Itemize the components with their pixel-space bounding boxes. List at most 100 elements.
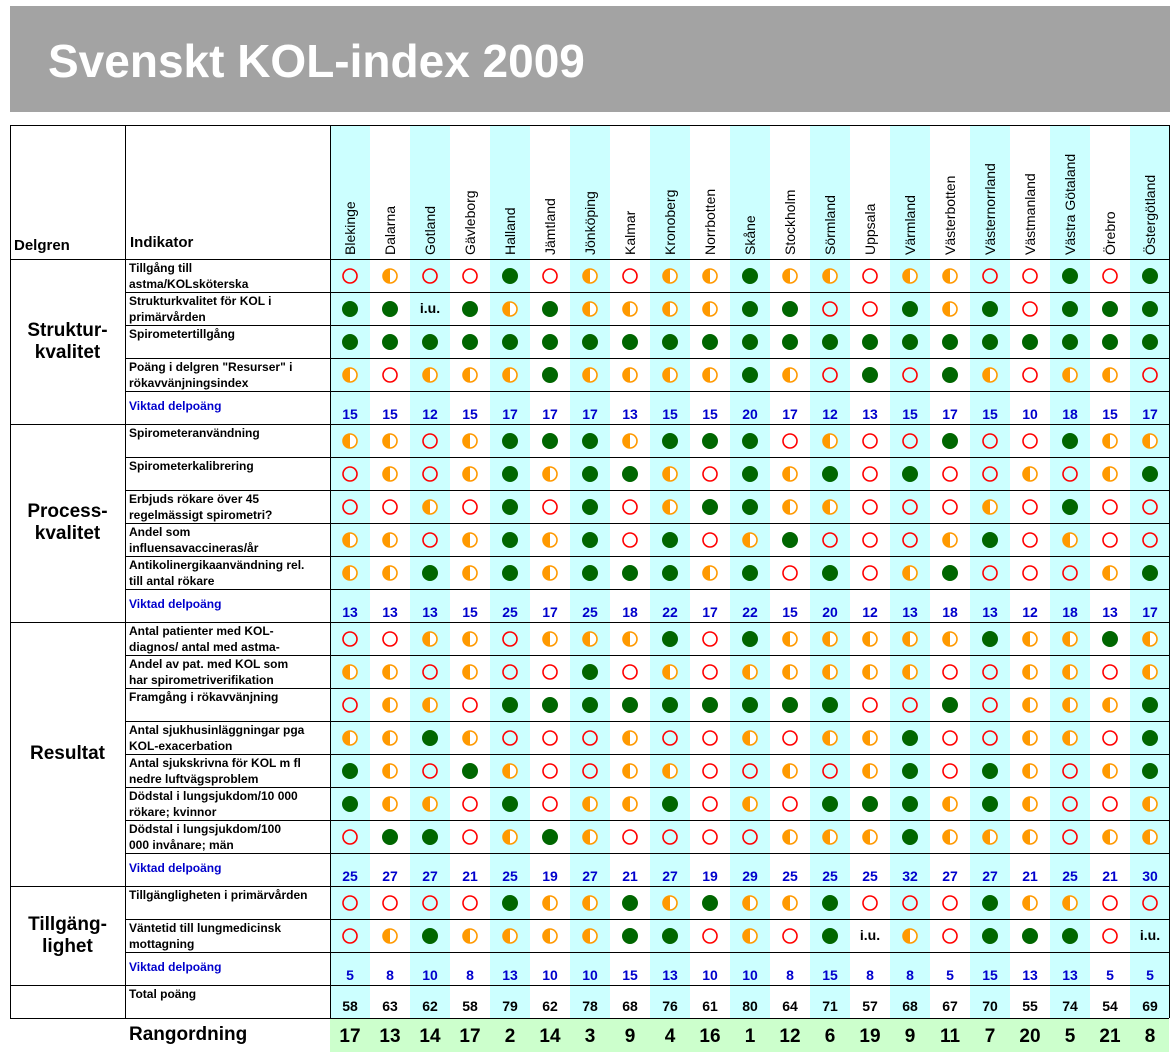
total-score-value: 70 — [982, 998, 998, 1014]
empty-circle-icon — [1101, 267, 1119, 285]
full-circle-icon — [1101, 630, 1119, 648]
empty-circle-icon — [1021, 267, 1039, 285]
half-circle-icon — [741, 795, 759, 813]
full-circle-icon — [781, 300, 799, 318]
half-circle-icon — [461, 531, 479, 549]
indicator-left-border — [125, 125, 126, 1018]
weighted-score-value: 5 — [1106, 967, 1114, 983]
half-circle-icon — [661, 300, 679, 318]
empty-circle-icon — [341, 465, 359, 483]
half-circle-icon — [1101, 696, 1119, 714]
full-circle-icon — [701, 498, 719, 516]
half-circle-icon — [941, 795, 959, 813]
row-divider — [125, 655, 1169, 656]
half-circle-icon — [501, 927, 519, 945]
weighted-score-label: Viktad delpoäng — [129, 399, 222, 413]
half-circle-icon — [981, 366, 999, 384]
empty-circle-icon — [821, 300, 839, 318]
half-circle-icon — [661, 894, 679, 912]
weighted-score-value: 13 — [1102, 604, 1118, 620]
empty-circle-icon — [1101, 795, 1119, 813]
empty-circle-icon — [701, 630, 719, 648]
weighted-score-value: 10 — [542, 967, 558, 983]
total-score-value: 78 — [582, 998, 598, 1014]
full-circle-icon — [581, 696, 599, 714]
full-circle-icon — [1061, 267, 1079, 285]
weighted-score-value: 8 — [786, 967, 794, 983]
half-circle-icon — [581, 927, 599, 945]
weighted-score-value: 8 — [906, 967, 914, 983]
empty-circle-icon — [941, 663, 959, 681]
full-circle-icon — [541, 696, 559, 714]
full-circle-icon — [1061, 498, 1079, 516]
weighted-score-value: 21 — [1022, 868, 1038, 884]
half-circle-icon — [901, 927, 919, 945]
full-circle-icon — [781, 696, 799, 714]
empty-circle-icon — [861, 498, 879, 516]
total-score-value: 79 — [502, 998, 518, 1014]
empty-circle-icon — [341, 828, 359, 846]
empty-circle-icon — [381, 630, 399, 648]
weighted-score-value: 30 — [1142, 868, 1158, 884]
empty-circle-icon — [701, 663, 719, 681]
total-score-value: 74 — [1062, 998, 1078, 1014]
empty-circle-icon — [1141, 366, 1159, 384]
indicator-label: Dödstal i lungsjukdom/100 000 invånare; … — [129, 822, 282, 852]
half-circle-icon — [541, 630, 559, 648]
half-circle-icon — [701, 267, 719, 285]
full-circle-icon — [1021, 927, 1039, 945]
rank-value: 4 — [664, 1026, 676, 1047]
half-circle-icon — [861, 630, 879, 648]
half-circle-icon — [901, 564, 919, 582]
row-divider — [125, 358, 1169, 359]
half-circle-icon — [661, 267, 679, 285]
empty-circle-icon — [1021, 432, 1039, 450]
half-circle-icon — [1021, 663, 1039, 681]
empty-circle-icon — [421, 762, 439, 780]
empty-circle-icon — [541, 795, 559, 813]
indicator-label: Framgång i rökavvänjning — [129, 690, 279, 704]
full-circle-icon — [381, 333, 399, 351]
weighted-score-value: 15 — [462, 406, 478, 422]
weighted-score-value: 13 — [502, 967, 518, 983]
indicator-column-header: Indikator — [130, 234, 194, 251]
row-divider — [125, 853, 1169, 854]
empty-circle-icon — [941, 729, 959, 747]
weighted-score-value: 13 — [1062, 967, 1078, 983]
full-circle-icon — [981, 300, 999, 318]
weighted-score-value: 13 — [662, 967, 678, 983]
row-divider — [125, 523, 1169, 524]
not-reported-value: i.u. — [859, 927, 881, 943]
half-circle-icon — [581, 828, 599, 846]
full-circle-icon — [861, 366, 879, 384]
half-circle-icon — [781, 366, 799, 384]
row-divider — [125, 292, 1169, 293]
empty-circle-icon — [1101, 729, 1119, 747]
half-circle-icon — [621, 630, 639, 648]
total-score-value: 64 — [782, 998, 798, 1014]
full-circle-icon — [741, 267, 759, 285]
full-circle-icon — [981, 762, 999, 780]
half-circle-icon — [821, 828, 839, 846]
empty-circle-icon — [1101, 927, 1119, 945]
empty-circle-icon — [861, 894, 879, 912]
full-circle-icon — [581, 564, 599, 582]
full-circle-icon — [1101, 333, 1119, 351]
empty-circle-icon — [421, 531, 439, 549]
region-header: Värmland — [902, 195, 918, 255]
half-circle-icon — [941, 267, 959, 285]
full-circle-icon — [581, 531, 599, 549]
empty-circle-icon — [981, 729, 999, 747]
indicator-label: Antal sjukhusinläggningar pga KOL-exacer… — [129, 723, 305, 753]
empty-circle-icon — [541, 762, 559, 780]
weighted-score-value: 25 — [1062, 868, 1078, 884]
half-circle-icon — [741, 927, 759, 945]
half-circle-icon — [901, 663, 919, 681]
full-circle-icon — [821, 894, 839, 912]
empty-circle-icon — [861, 432, 879, 450]
half-circle-icon — [1101, 762, 1119, 780]
half-circle-icon — [1021, 630, 1039, 648]
table-top-border — [10, 125, 1169, 126]
half-circle-icon — [1061, 696, 1079, 714]
region-header: Skåne — [742, 215, 758, 255]
